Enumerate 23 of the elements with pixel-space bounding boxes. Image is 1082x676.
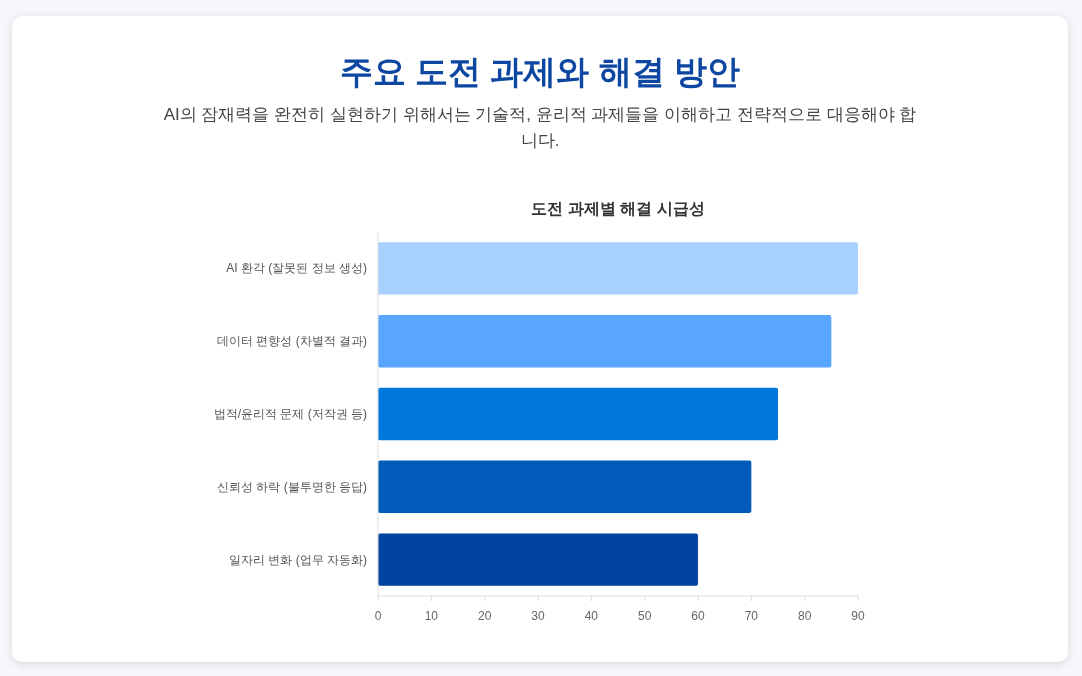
bar	[378, 387, 778, 441]
x-tick-label: 0	[374, 609, 382, 623]
x-tick-label: 50	[637, 609, 652, 623]
x-tick-label: 60	[691, 609, 705, 623]
x-tick-label: 90	[851, 609, 865, 623]
y-tick-label: 데이터 편향성 (차별적 결과)	[217, 334, 367, 349]
y-tick-label: 법적/윤리적 문제 (저작권 등)	[213, 407, 367, 421]
bar	[378, 533, 698, 586]
x-tick-label: 80	[797, 609, 812, 623]
x-tick-label: 40	[584, 609, 599, 623]
x-tick-label: 20	[477, 609, 492, 623]
y-tick-label: 일자리 변화 (업무 자동화)	[229, 552, 367, 567]
chart-title: 주요 도전 과제와 해결 방안	[339, 52, 741, 92]
x-tick-label: 30	[531, 609, 545, 623]
y-tick-label: AI 환각 (잘못된 정보 생성)	[226, 261, 367, 276]
x-tick-label: 70	[744, 609, 759, 623]
y-tick-label: 신뢰성 하락 (불투명한 응답)	[217, 479, 367, 494]
text: 도전 과제별 해결 시급성	[531, 200, 705, 217]
chart-subtitle: AI의 잠재력을 완전히 실현하기 위해서는 기술적, 윤리적 과제들을 이해하고 전략적으로 대응해야 합니다.	[162, 104, 918, 152]
bar	[378, 314, 832, 368]
x-tick-label: 10	[424, 609, 439, 623]
bar	[378, 460, 752, 514]
bar	[378, 242, 858, 295]
